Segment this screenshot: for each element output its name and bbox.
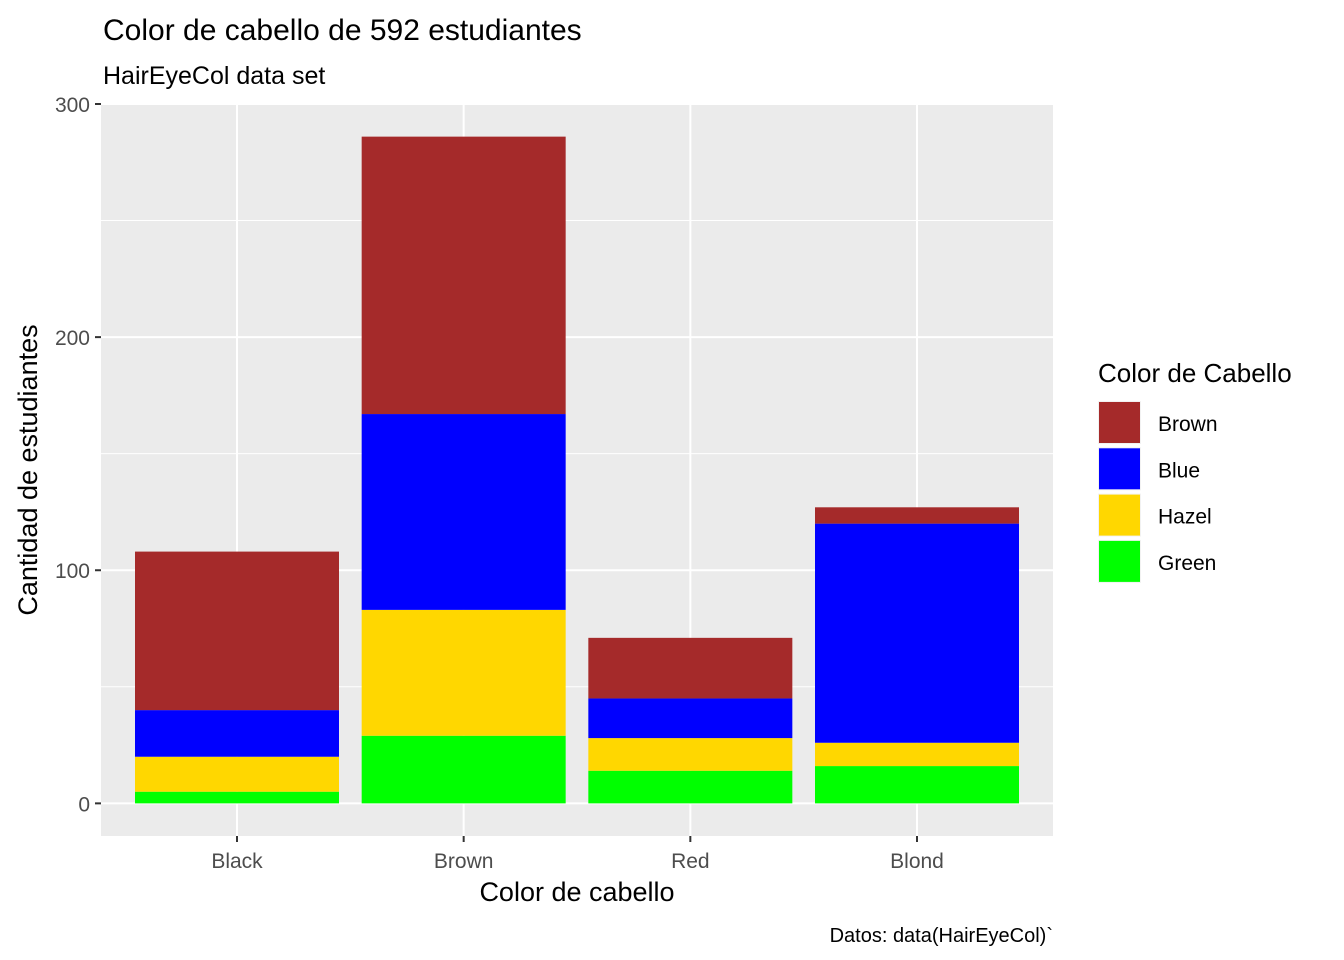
bar-red-brown xyxy=(588,637,793,699)
legend-label-brown: Brown xyxy=(1158,413,1218,436)
legend-swatch-green xyxy=(1099,540,1140,582)
legend-swatch-brown xyxy=(1099,402,1140,443)
legend-swatch-hazel xyxy=(1099,494,1140,536)
x-axis-title: Color de cabello xyxy=(479,877,674,907)
bar-brown-green xyxy=(361,735,566,804)
chart-title: Color de cabello de 592 estudiantes xyxy=(103,14,582,47)
bar-blond-blue xyxy=(815,523,1019,743)
bar-black-blue xyxy=(135,710,339,757)
legend-title: Color de Cabello xyxy=(1098,358,1292,388)
legend-swatch-blue xyxy=(1099,448,1140,490)
y-axis: 0 100 200 300 xyxy=(55,94,101,816)
legend: Color de Cabello Brown Blue Hazel Green xyxy=(1098,358,1292,583)
bar-blond-hazel xyxy=(815,742,1019,767)
x-tick-label: Black xyxy=(211,850,263,873)
legend-label-blue: Blue xyxy=(1158,459,1200,482)
bar-black-hazel xyxy=(135,756,339,792)
bar-brown-brown xyxy=(361,136,566,415)
bars xyxy=(135,136,1019,804)
y-axis-title: Cantidad de estudiantes xyxy=(13,324,43,615)
y-tick-label: 100 xyxy=(55,560,90,583)
x-tick-label: Brown xyxy=(434,850,494,873)
bar-blond-brown xyxy=(815,507,1019,524)
bar-brown-blue xyxy=(361,414,566,610)
bar-red-green xyxy=(588,770,793,804)
legend-label-green: Green xyxy=(1158,552,1216,575)
chart-caption: Datos: data(HairEyeCol)` xyxy=(830,925,1053,947)
bar-black-green xyxy=(135,791,339,804)
x-tick-label: Red xyxy=(671,850,710,873)
bar-brown-hazel xyxy=(361,609,566,736)
y-tick-label: 300 xyxy=(55,94,90,117)
y-tick-label: 0 xyxy=(78,793,90,816)
y-tick-label: 200 xyxy=(55,327,90,350)
bar-black-brown xyxy=(135,551,339,711)
bar-blond-green xyxy=(815,766,1019,804)
bar-red-blue xyxy=(588,698,793,739)
x-tick-label: Blond xyxy=(890,850,944,873)
chart-subtitle: HairEyeCol data set xyxy=(103,62,325,90)
bar-red-hazel xyxy=(588,738,793,771)
legend-label-hazel: Hazel xyxy=(1158,506,1212,529)
x-axis: Black Brown Red Blond xyxy=(211,836,944,873)
